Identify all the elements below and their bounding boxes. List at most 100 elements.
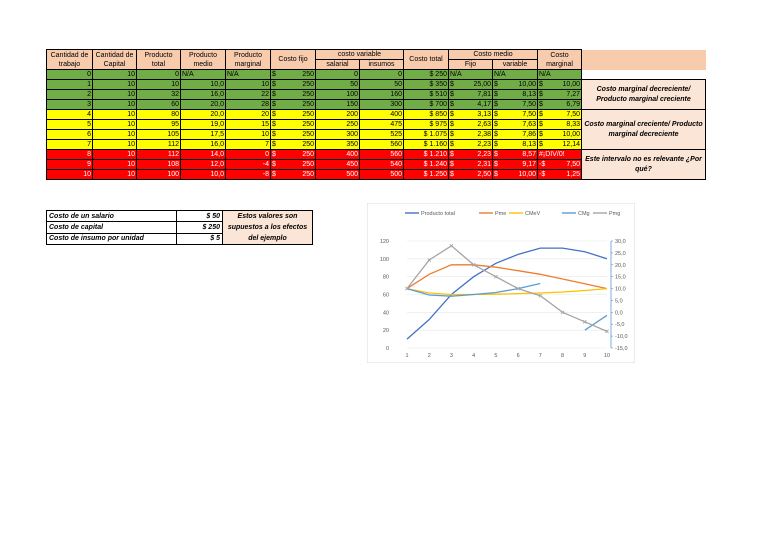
series-line-2 xyxy=(406,287,608,296)
cell-costo-fijo: $250 xyxy=(270,139,316,150)
cell-cme-fijo-symbol: $ xyxy=(450,141,454,148)
cell-cme-fijo-value: 2,50 xyxy=(477,171,491,178)
header-costo-total: Costo total xyxy=(403,49,449,70)
right-tick-label: -10,0 xyxy=(615,334,628,340)
cell-trabajo: 8 xyxy=(46,149,93,160)
salario-value: $ 50 xyxy=(176,209,223,223)
cell-trabajo: 4 xyxy=(46,109,93,120)
cell-salarial: 450 xyxy=(315,159,360,170)
cell-insumos: 560 xyxy=(359,139,404,150)
table-row: 3 10 60 20,0 28 $250 150 300 $ 700 $4,17 $7,50 $6,7… xyxy=(46,99,706,110)
cell-costo-fijo-value: 250 xyxy=(302,161,314,168)
cell-producto-medio: N/A xyxy=(180,69,226,80)
table-row: 8 10 112 14,0 0 $250 400 560 $ 1.210 $2,23 $8,57 #¡… xyxy=(46,149,706,180)
insumo-label: Costo de insumo por unidad xyxy=(46,232,177,246)
cell-costo-marginal-symbol: $ xyxy=(539,81,543,88)
cell-cme-variable: $7,86 xyxy=(492,129,538,140)
production-cost-chart: Producto total Pme CMeV CMg Pmg 020406080100… xyxy=(367,203,635,363)
table-row: 9 10 108 12,0 -4 $250 450 540 $ 1.240 $2,31 $9,17-… xyxy=(46,159,706,170)
series-point xyxy=(560,310,565,315)
cell-costo-fijo-value: 250 xyxy=(302,171,314,178)
cell-costo-marginal-value: 7,50 xyxy=(566,111,580,118)
series-line-4 xyxy=(406,244,608,332)
cell-producto-total: 80 xyxy=(136,109,181,120)
cell-producto-total: 95 xyxy=(136,119,181,130)
table-row: 1 10 10 10,0 10 $250 50 50 $ 350 $25,00 $10,00 $10,… xyxy=(46,79,706,110)
cell-costo-marginal-symbol: $ xyxy=(539,111,543,118)
cell-salarial: 500 xyxy=(315,169,360,180)
cell-trabajo: 6 xyxy=(46,129,93,140)
table-row: 5 10 95 19,0 15 $250 250 475 $ 975 $2,63 $7,63 $8,3… xyxy=(46,119,706,130)
cell-costo-total: $ 350 xyxy=(403,79,449,90)
header-costo-fijo: Costo fijo xyxy=(270,49,316,70)
cell-producto-total: 0 xyxy=(136,69,181,80)
cell-costo-fijo-symbol: $ xyxy=(272,171,276,178)
cell-costo-marginal-symbol: $ xyxy=(539,131,543,138)
cell-cme-fijo-symbol: $ xyxy=(450,151,454,158)
cell-costo-fijo-symbol: $ xyxy=(272,141,276,148)
cell-producto-medio: 20,0 xyxy=(180,99,226,110)
cell-capital: 10 xyxy=(92,159,137,170)
header-salarial: salarial xyxy=(315,59,360,70)
cell-producto-medio: 14,0 xyxy=(180,149,226,160)
cell-producto-total: 100 xyxy=(136,169,181,180)
cell-costo-marginal-symbol: $ xyxy=(539,121,543,128)
table-row: 4 10 80 20,0 20 $250 200 400 $ 850 $3,13 $7,50 $7,5… xyxy=(46,109,706,150)
cell-cme-fijo-value: 2,23 xyxy=(477,151,491,158)
cell-costo-fijo: $250 xyxy=(270,109,316,120)
series-point xyxy=(405,286,409,291)
cell-cme-fijo: $2,23 xyxy=(448,139,493,150)
cell-cme-fijo-value: 2,38 xyxy=(477,131,491,138)
cell-salarial: 150 xyxy=(315,99,360,110)
cell-cme-fijo-symbol: $ xyxy=(450,101,454,108)
cell-capital: 10 xyxy=(92,79,137,90)
cell-costo-total: $ 1.210 xyxy=(403,149,449,160)
cell-cme-variable: $8,13 xyxy=(492,89,538,100)
series-point xyxy=(605,329,609,334)
left-tick-label: 120 xyxy=(380,239,389,245)
x-tick-label: 10 xyxy=(604,353,610,359)
cost-row-insumo: Costo de insumo por unidad $ 5 xyxy=(46,232,313,246)
cell-capital: 10 xyxy=(92,169,137,180)
cell-costo-marginal-symbol: #¡DIV/0! xyxy=(539,151,565,158)
capital-value: $ 250 xyxy=(176,221,223,234)
cell-cme-variable: $8,13 xyxy=(492,139,538,150)
right-tick-label: 0,0 xyxy=(615,310,623,316)
series-point xyxy=(471,262,476,267)
cell-cme-fijo-symbol: N/A xyxy=(450,71,462,78)
cell-producto-medio: 17,5 xyxy=(180,129,226,140)
cell-producto-medio: 12,0 xyxy=(180,159,226,170)
cell-producto-total: 10 xyxy=(136,79,181,90)
cell-capital: 10 xyxy=(92,139,137,150)
insumo-value: $ 5 xyxy=(176,232,223,246)
cell-cme-variable-symbol: $ xyxy=(494,91,498,98)
cell-cme-fijo-symbol: $ xyxy=(450,131,454,138)
cell-costo-total: $ 700 xyxy=(403,99,449,110)
cell-producto-medio: 10,0 xyxy=(180,79,226,90)
cell-costo-fijo: $250 xyxy=(270,169,316,180)
note-spacer xyxy=(582,70,706,80)
header-spacer xyxy=(581,49,706,70)
cell-trabajo: 9 xyxy=(46,159,93,170)
cell-costo-marginal-symbol: -$ xyxy=(539,161,546,168)
cell-cme-variable-symbol: N/A xyxy=(494,71,506,78)
cell-costo-marginal-symbol: -$ xyxy=(539,171,546,178)
cell-costo-marginal-value: 7,27 xyxy=(566,91,580,98)
assumptions-table: Costo de un salario $ 50 Estos valores s… xyxy=(46,209,313,246)
table-row: 0 10 0 N/A N/A $250 0 0 $ 250 N/A N/A N/A xyxy=(46,69,706,80)
cell-cme-variable-symbol: $ xyxy=(494,171,498,178)
cell-costo-marginal: $7,27 xyxy=(537,89,582,100)
cell-salarial: 200 xyxy=(315,109,360,120)
cell-costo-fijo-value: 250 xyxy=(302,111,314,118)
cell-producto-marginal: 20 xyxy=(225,109,271,120)
cell-producto-total: 105 xyxy=(136,129,181,140)
cell-cme-variable-value: 9,17 xyxy=(522,161,536,168)
cell-cme-variable-value: 10,00 xyxy=(518,171,536,178)
x-tick-label: 2 xyxy=(428,353,431,359)
cell-capital: 10 xyxy=(92,99,137,110)
cell-costo-fijo: $250 xyxy=(270,69,316,80)
cell-producto-total: 108 xyxy=(136,159,181,170)
right-tick-label: 15,0 xyxy=(615,275,626,281)
cell-costo-fijo: $250 xyxy=(270,99,316,110)
cell-cme-fijo-value: 7,81 xyxy=(477,91,491,98)
